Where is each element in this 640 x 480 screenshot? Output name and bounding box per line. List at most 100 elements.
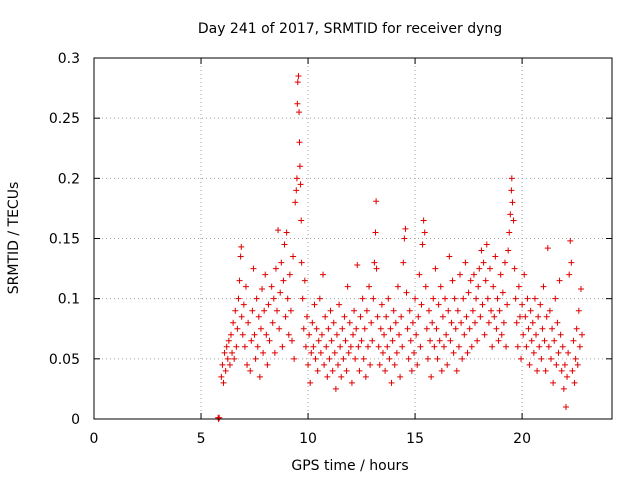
data-point xyxy=(296,109,303,116)
data-point xyxy=(479,301,486,308)
data-point xyxy=(547,355,554,362)
data-point xyxy=(567,237,574,244)
data-point xyxy=(480,259,487,266)
data-point xyxy=(444,361,451,368)
data-point xyxy=(222,367,229,374)
data-point xyxy=(557,331,564,338)
data-point xyxy=(556,277,563,284)
data-point xyxy=(347,343,354,350)
data-point xyxy=(468,343,475,350)
data-point xyxy=(393,349,400,356)
data-point xyxy=(572,355,579,362)
data-point xyxy=(555,349,562,356)
data-point xyxy=(355,343,362,350)
data-point xyxy=(299,295,306,302)
data-point xyxy=(564,373,571,380)
data-point xyxy=(527,307,534,314)
data-point xyxy=(350,331,356,338)
data-point xyxy=(440,343,447,350)
data-point xyxy=(331,349,338,356)
data-point xyxy=(263,331,270,338)
data-point xyxy=(491,313,498,320)
data-point xyxy=(368,319,375,326)
data-point xyxy=(403,289,410,296)
data-point xyxy=(313,325,320,332)
data-point xyxy=(399,343,406,350)
data-point xyxy=(370,295,377,302)
data-point xyxy=(575,307,582,314)
data-point xyxy=(543,313,550,320)
data-point xyxy=(297,181,304,188)
data-point xyxy=(458,319,465,326)
data-point xyxy=(277,289,284,296)
data-point xyxy=(224,355,231,362)
y-tick-labels: 0 0.05 0.1 0.15 0.2 0.25 0.3 xyxy=(49,51,80,428)
data-point xyxy=(452,325,459,332)
data-points xyxy=(215,73,586,422)
data-point xyxy=(385,295,392,302)
data-point xyxy=(481,331,488,338)
data-point xyxy=(286,271,293,278)
data-point xyxy=(397,373,404,380)
data-point xyxy=(462,259,469,266)
data-point xyxy=(445,307,452,314)
data-point xyxy=(315,337,322,344)
y-tick-label: 0.3 xyxy=(58,51,80,67)
data-point xyxy=(335,361,342,368)
data-point xyxy=(552,295,559,302)
data-point xyxy=(237,253,244,260)
data-point xyxy=(430,295,437,302)
data-point xyxy=(406,307,413,314)
data-point xyxy=(412,295,419,302)
data-point xyxy=(381,331,388,338)
data-point xyxy=(455,343,462,350)
data-point xyxy=(345,349,352,356)
data-point xyxy=(356,367,363,374)
data-point xyxy=(361,325,368,332)
data-point xyxy=(340,355,347,362)
data-point xyxy=(469,307,476,314)
data-point xyxy=(272,265,279,272)
data-point xyxy=(298,259,305,266)
data-point xyxy=(525,325,532,332)
data-point xyxy=(377,325,384,332)
data-point xyxy=(373,198,380,205)
data-point xyxy=(333,331,340,338)
data-point xyxy=(401,235,408,242)
data-point xyxy=(254,343,261,350)
data-point xyxy=(227,331,234,338)
data-point xyxy=(320,271,327,278)
data-point xyxy=(343,367,350,374)
data-point xyxy=(241,343,248,350)
data-point xyxy=(457,271,464,278)
data-point xyxy=(248,337,255,344)
data-point xyxy=(398,313,405,320)
data-point xyxy=(295,73,302,80)
data-point xyxy=(285,331,292,338)
data-point xyxy=(416,271,423,278)
data-point xyxy=(570,337,577,344)
data-point xyxy=(283,229,290,236)
data-point xyxy=(500,319,507,326)
data-point xyxy=(372,229,379,236)
data-point xyxy=(442,295,449,302)
data-point xyxy=(300,325,307,332)
data-point xyxy=(346,319,353,326)
data-point xyxy=(244,361,251,368)
data-point xyxy=(474,337,481,344)
data-point xyxy=(296,139,303,146)
data-point xyxy=(394,283,401,290)
data-point xyxy=(329,367,336,374)
data-point xyxy=(375,343,382,350)
data-point xyxy=(513,319,520,326)
data-point xyxy=(518,355,525,362)
data-point xyxy=(235,295,242,302)
data-point xyxy=(451,295,458,302)
data-point xyxy=(472,319,479,326)
data-point xyxy=(219,361,226,368)
data-point xyxy=(447,337,454,344)
x-tick-label: 0 xyxy=(90,431,99,447)
data-point xyxy=(422,283,429,290)
data-point xyxy=(461,331,468,338)
